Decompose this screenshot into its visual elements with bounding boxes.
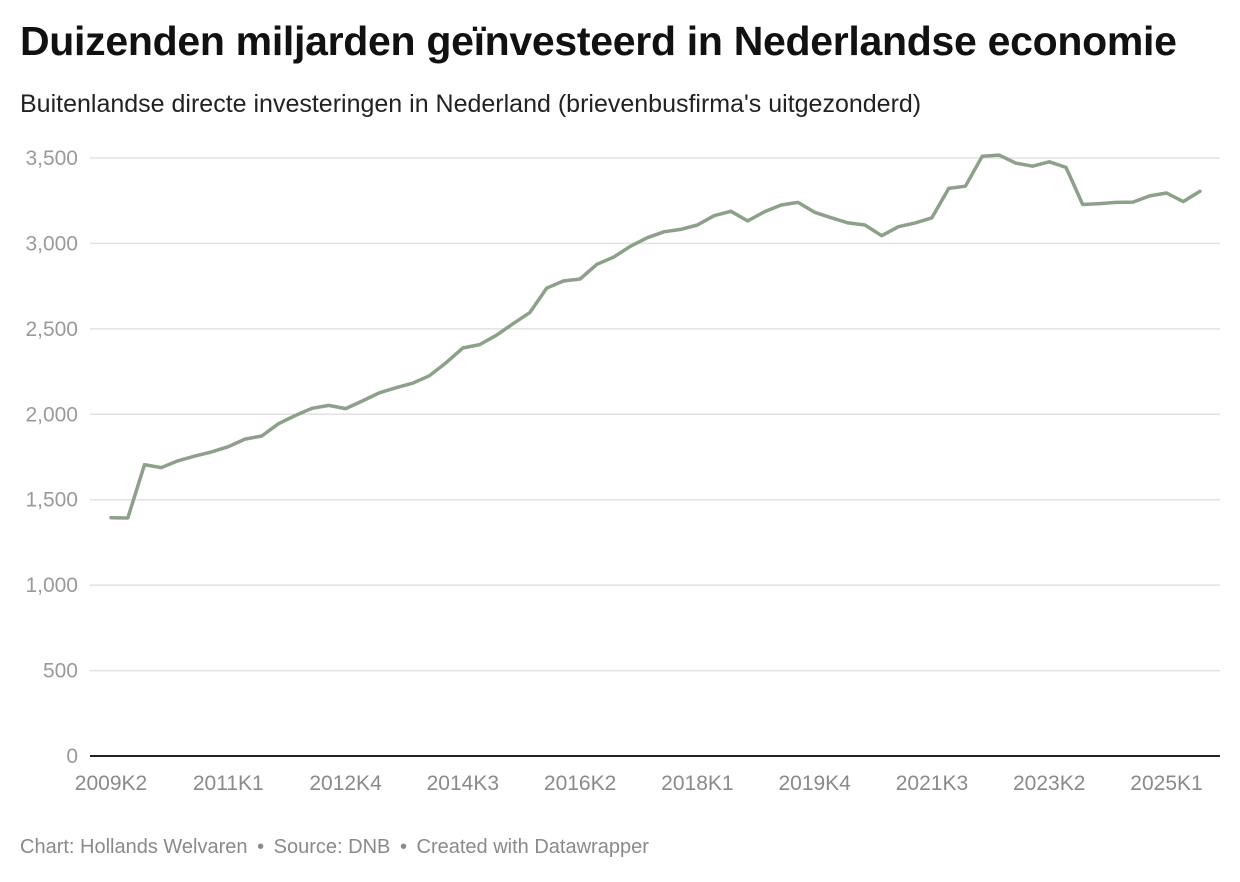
y-tick-label: 2,000 [25,403,78,426]
x-tick-label: 2018K1 [661,772,733,795]
chart-credit: Chart: Hollands Welvaren [20,836,248,858]
x-tick-label: 2014K3 [427,772,499,795]
gridlines [90,157,1220,672]
x-tick-label: 2011K1 [193,772,264,795]
x-tick-label: 2025K1 [1130,772,1202,795]
series-line [109,153,1202,520]
source-credit: Source: DNB [273,836,391,858]
y-tick-label: 3,000 [25,232,78,255]
x-tick-label: 2021K3 [896,772,968,795]
y-axis-tick-labels: 0 500 1,000 1,500 2,000 2,500 3,000 3,500 [25,147,78,768]
created-with: Created with Datawrapper [416,836,649,858]
x-axis-tick-labels: 2009K2 2011K1 2012K4 2014K3 2016K2 2018K1 2019… [75,772,1203,795]
x-tick-label: 2016K2 [544,772,616,795]
y-tick-label: 1,500 [25,489,78,512]
y-tick-label: 1,000 [25,574,78,597]
y-tick-label: 3,500 [25,147,78,170]
x-tick-label: 2012K4 [309,772,382,795]
y-tick-label: 500 [43,660,78,683]
x-tick-label: 2009K2 [75,772,147,795]
footer-separator: • [257,836,265,858]
chart-footer: Chart: Hollands Welvaren • Source: DNB •… [20,836,649,859]
x-tick-label: 2023K2 [1013,772,1085,795]
y-tick-label: 2,500 [25,318,78,341]
chart-title: Duizenden miljarden geïnvesteerd in Nede… [20,18,1177,64]
footer-separator: • [399,836,407,858]
y-tick-label: 0 [66,745,78,768]
chart-subtitle: Buitenlandse directe investeringen in Ne… [20,90,922,118]
x-tick-label: 2019K4 [778,772,851,795]
